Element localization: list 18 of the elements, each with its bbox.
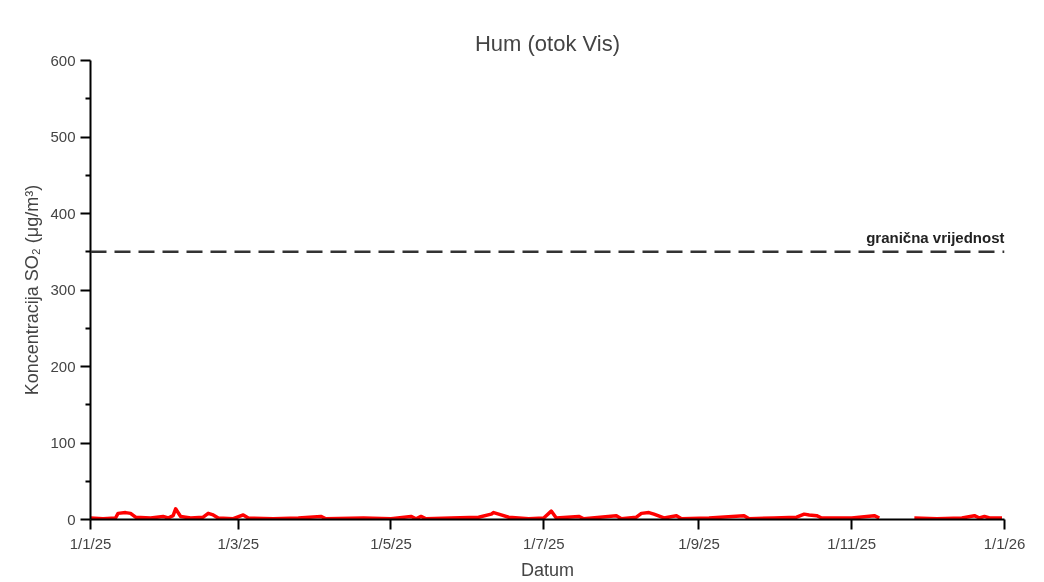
x-tick-label: 1/3/25 [217, 534, 260, 552]
y-axis-title: Koncentracija SO₂ (μg/m³) [22, 184, 43, 396]
x-axis-title: Datum [520, 559, 575, 580]
x-tick-label: 1/1/25 [69, 534, 112, 552]
y-tick-label: 0 [67, 510, 76, 528]
x-tick-label: 1/9/25 [678, 534, 720, 552]
y-tick-label: 300 [50, 281, 76, 298]
y-tick-label: 100 [50, 434, 76, 451]
y-tick-label: 500 [50, 128, 76, 145]
x-tick-label: 1/11/25 [827, 534, 877, 552]
y-tick-label: 200 [50, 357, 76, 375]
x-tick-label: 1/5/25 [370, 534, 412, 552]
ref-line-label: granična vrijednost [866, 228, 1005, 246]
chart-title: Hum (otok Vis) [474, 30, 621, 56]
x-tick-label: 1/1/26 [983, 534, 1026, 552]
y-tick-label: 600 [50, 51, 76, 69]
x-tick-label: 1/7/25 [522, 534, 565, 552]
y-tick-label: 400 [50, 204, 76, 222]
